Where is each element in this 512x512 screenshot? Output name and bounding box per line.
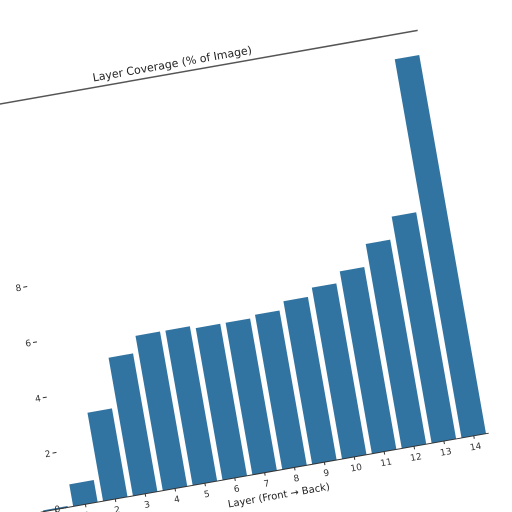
x-tick-label-4: 4 [173,495,181,506]
y-tick-label-4: 4 [34,394,42,405]
x-tick-label-10: 10 [350,463,363,475]
bar-layer-11 [339,267,397,454]
y-tick-label-0: 0 [54,505,62,512]
x-tick-label-3: 3 [144,500,151,511]
x-tick-mark [323,462,326,466]
top-frame-line [0,29,418,116]
x-tick-label-13: 13 [439,447,452,459]
x-tick-label-12: 12 [410,452,423,464]
y-tick-label-8: 8 [15,284,23,295]
x-tick-mark [234,477,236,481]
bar-layer-6 [195,323,248,481]
x-tick-mark [294,467,296,471]
x-tick-mark [144,493,147,497]
x-tick-mark [174,488,177,492]
x-tick-label-8: 8 [293,474,301,485]
bars-group [43,54,487,512]
bar-layer-14 [394,54,487,438]
x-tick-label-11: 11 [380,458,393,470]
bar-layer-4 [135,331,188,491]
y-tick-mark [62,507,67,509]
x-tick-mark [473,435,475,439]
bar-layer-12 [365,239,427,449]
bar-layer-3 [108,353,158,496]
bar-layer-7 [225,318,277,475]
x-tick-mark [204,483,206,487]
x-tick-mark [443,440,445,445]
x-tick-mark [55,509,57,512]
x-tick-label-5: 5 [203,490,210,501]
x-axis-label: Layer (Front → Back) [227,482,331,511]
y-tick-mark [23,286,28,288]
x-tick-label-2: 2 [114,505,121,512]
x-ticks-group: 01234567891011121314 [55,435,483,512]
y-tick-mark [52,451,57,454]
x-tick-mark [353,456,356,460]
y-tick-mark [32,341,38,344]
y-tick-label-2: 2 [44,449,51,460]
y-ticks-group: 0 2 4 6 8 [15,284,67,512]
bar-layer-9 [283,296,337,465]
x-tick-mark [413,446,416,450]
y-tick-mark [42,396,47,399]
x-tick-label-9: 9 [323,469,331,480]
x-tick-label-1: 1 [84,511,91,512]
bar-layer-5 [165,326,218,486]
x-tick-label-7: 7 [263,479,270,490]
bar-layer-1 [69,480,98,507]
bar-layer-13 [391,212,457,444]
x-tick-mark [84,504,87,508]
x-tick-label-14: 14 [469,442,482,454]
x-tick-mark [114,498,117,503]
bar-layer-8 [254,310,307,470]
x-tick-label-6: 6 [233,484,241,495]
x-tick-mark [383,451,386,455]
bar-layer-2 [87,408,128,502]
y-tick-label-6: 6 [25,339,33,350]
x-tick-mark [264,472,266,476]
bar-layer-10 [311,283,367,460]
